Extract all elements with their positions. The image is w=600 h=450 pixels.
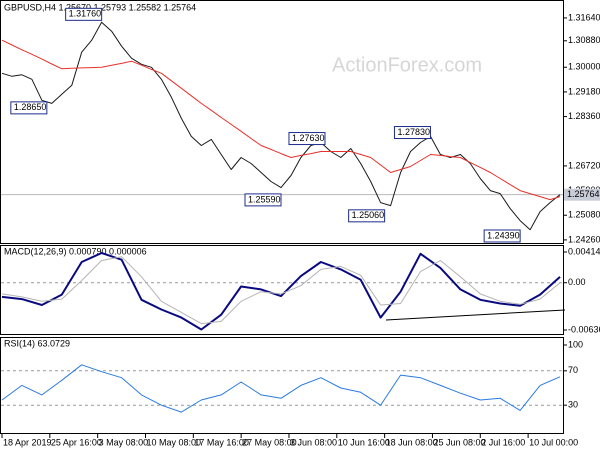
x-tick-label: 17 May 16:00 bbox=[194, 437, 249, 447]
y-tick-label: -0.006365 bbox=[568, 324, 600, 334]
price-label-box bbox=[244, 193, 282, 207]
panel-title: MACD(12,26,9) 0.000790 0.000006 bbox=[4, 246, 147, 256]
x-tick-label: 3 Jun 08:00 bbox=[290, 437, 337, 447]
y-tick-label: 1.28360 bbox=[568, 111, 600, 121]
price-label: 1.27830 bbox=[397, 127, 430, 137]
y-tick-label: 1.30000 bbox=[568, 62, 600, 72]
rsi-panel bbox=[0, 337, 564, 434]
price-tag bbox=[564, 188, 600, 201]
y-tick-label: 1.25080 bbox=[568, 210, 600, 220]
price-label-box bbox=[288, 132, 326, 146]
price-label-box bbox=[348, 209, 386, 223]
x-tick-label: 27 May 08:00 bbox=[242, 437, 297, 447]
panel-title: RSI(14) 63.0729 bbox=[4, 338, 70, 348]
watermark: ActionForex.com bbox=[332, 54, 482, 76]
panel-title: GBPUSD,H4 1.25670 1.25793 1.25582 1.2576… bbox=[4, 2, 196, 12]
series-line bbox=[1, 364, 561, 413]
series-line bbox=[1, 252, 561, 331]
price-label: 1.25060 bbox=[352, 210, 385, 220]
price-label-box bbox=[483, 229, 521, 243]
x-tick-label: 3 May 08:00 bbox=[99, 437, 149, 447]
y-tick-label: 100 bbox=[568, 339, 583, 349]
price-label: 1.24390 bbox=[487, 230, 520, 240]
price-label-box bbox=[393, 126, 431, 140]
series-line bbox=[1, 256, 561, 325]
price-label: 1.27630 bbox=[292, 133, 325, 143]
y-tick-label: 1.24260 bbox=[568, 234, 600, 244]
price-label-box bbox=[65, 7, 103, 21]
x-tick-label: 10 Jun 16:00 bbox=[338, 437, 390, 447]
x-tick-label: 10 Jul 00:00 bbox=[529, 437, 578, 447]
x-tick-label: 18 Jun 08:00 bbox=[386, 437, 438, 447]
price-tag-label: 1.25764 bbox=[567, 189, 600, 199]
price-label: 1.31760 bbox=[69, 9, 102, 19]
macd-trendline bbox=[385, 309, 566, 321]
y-tick-label: 0.004141 bbox=[568, 246, 600, 256]
price-label-box bbox=[10, 101, 48, 115]
x-tick-label: 2 Jul 16:00 bbox=[481, 437, 525, 447]
price-label: 1.25590 bbox=[248, 194, 281, 204]
x-tick-label: 18 Apr 2019 bbox=[3, 437, 52, 447]
y-tick-label: 1.29180 bbox=[568, 86, 600, 96]
x-tick-label: 25 Apr 16:00 bbox=[51, 437, 102, 447]
x-tick-label: 25 Jun 08:00 bbox=[433, 437, 485, 447]
y-tick-label: 1.26720 bbox=[568, 160, 600, 170]
x-tick-label: 10 May 08:00 bbox=[146, 437, 201, 447]
y-tick-label: 1.31640 bbox=[568, 12, 600, 22]
y-tick-label: 0.00 bbox=[568, 277, 586, 287]
y-tick-label: 30 bbox=[568, 400, 578, 410]
macd-panel bbox=[0, 245, 564, 335]
series-line bbox=[1, 39, 561, 201]
y-tick-label: 70 bbox=[568, 365, 578, 375]
y-tick-label: 1.30880 bbox=[568, 35, 600, 45]
price-panel bbox=[0, 0, 564, 244]
price-label: 1.28650 bbox=[14, 102, 47, 112]
